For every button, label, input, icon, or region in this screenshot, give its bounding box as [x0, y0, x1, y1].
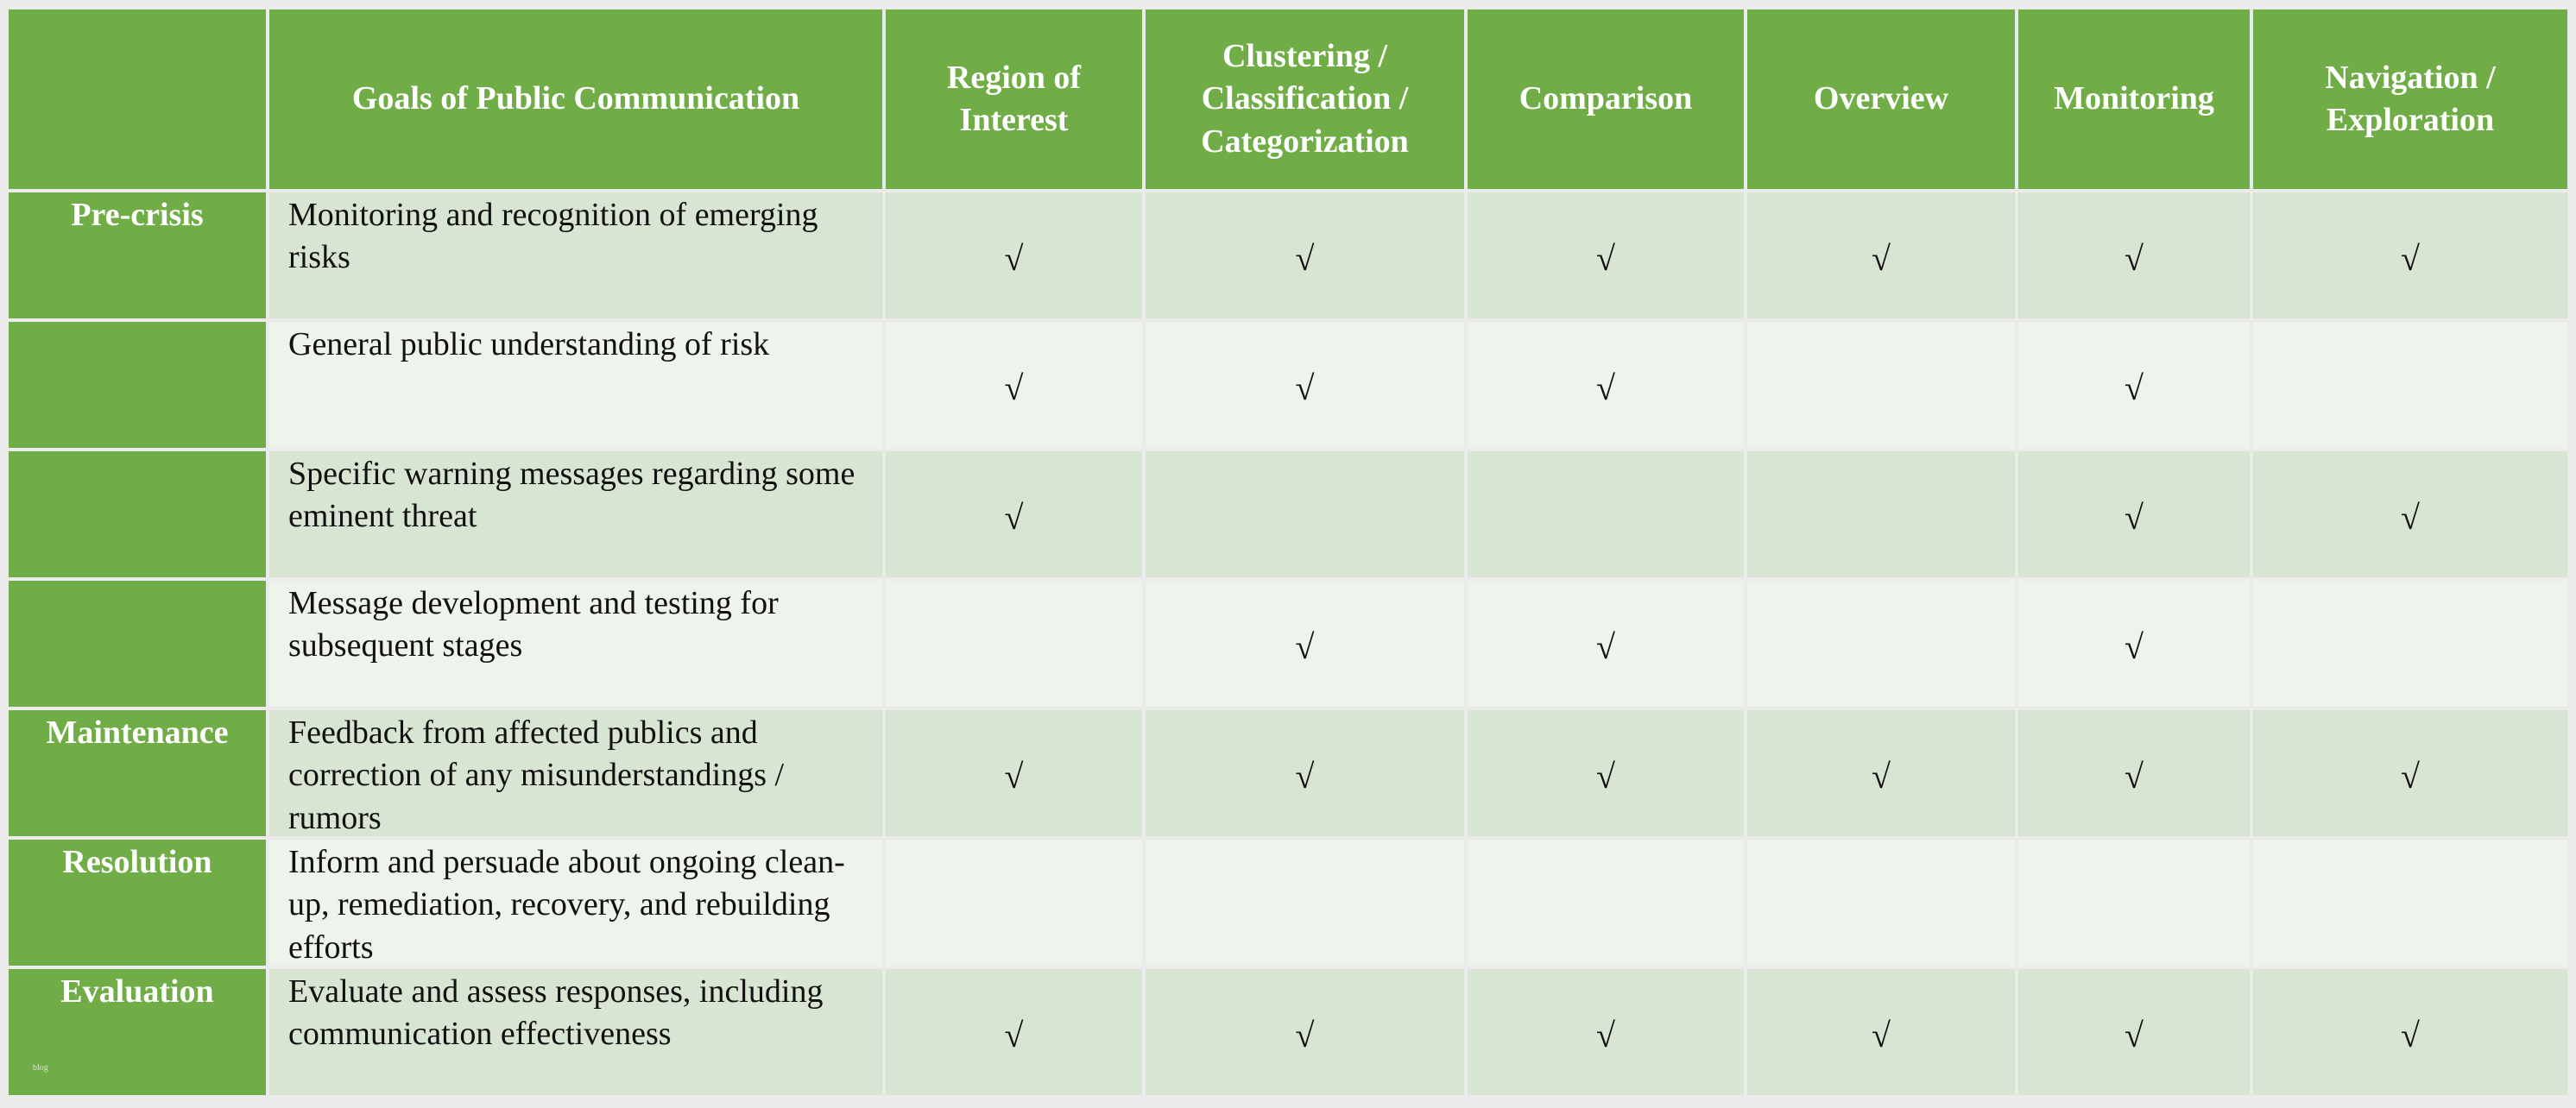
- check-cell: √: [1146, 710, 1464, 836]
- stage-cell: Evaluation: [9, 969, 266, 1095]
- header-cell: Goals of Public Communication: [269, 9, 882, 189]
- check-cell: √: [886, 322, 1142, 448]
- check-cell: √: [2018, 322, 2250, 448]
- check-cell: √: [1146, 322, 1464, 448]
- check-cell: √: [2253, 192, 2567, 318]
- check-cell: [1747, 840, 2015, 966]
- check-cell: √: [886, 710, 1142, 836]
- check-cell: √: [1146, 581, 1464, 707]
- check-cell: √: [1468, 710, 1744, 836]
- stage-cell: Maintenance: [9, 710, 266, 836]
- check-cell: [1747, 451, 2015, 577]
- check-cell: [2253, 581, 2567, 707]
- stage-cell: Pre-crisis: [9, 192, 266, 318]
- header-cell: [9, 9, 266, 189]
- check-cell: √: [886, 969, 1142, 1095]
- stage-cell: Resolution: [9, 840, 266, 966]
- check-cell: [1747, 581, 2015, 707]
- check-cell: √: [1747, 192, 2015, 318]
- goal-cell: Evaluate and assess responses, including…: [269, 969, 882, 1095]
- check-cell: √: [2018, 710, 2250, 836]
- check-cell: [886, 840, 1142, 966]
- check-cell: [1468, 451, 1744, 577]
- stage-cell: [9, 322, 266, 448]
- check-cell: [1146, 840, 1464, 966]
- check-cell: √: [1468, 192, 1744, 318]
- check-cell: √: [2018, 581, 2250, 707]
- header-cell: Comparison: [1468, 9, 1744, 189]
- check-cell: √: [1747, 969, 2015, 1095]
- header-cell: Region of Interest: [886, 9, 1142, 189]
- goal-cell: Message development and testing for subs…: [269, 581, 882, 707]
- header-cell: Overview: [1747, 9, 2015, 189]
- check-cell: √: [2018, 969, 2250, 1095]
- check-cell: √: [2253, 710, 2567, 836]
- table: Goals of Public Communication Region of I…: [9, 9, 2567, 1095]
- check-cell: √: [886, 451, 1142, 577]
- header-cell: Monitoring: [2018, 9, 2250, 189]
- stage-cell: [9, 581, 266, 707]
- check-cell: √: [2018, 451, 2250, 577]
- goal-cell: Specific warning messages regarding some…: [269, 451, 882, 577]
- footnote: blog: [33, 1063, 48, 1073]
- check-cell: [2018, 840, 2250, 966]
- check-cell: [1468, 840, 1744, 966]
- check-cell: √: [2018, 192, 2250, 318]
- check-cell: √: [1146, 192, 1464, 318]
- goal-cell: Feedback from affected publics and corre…: [269, 710, 882, 836]
- check-cell: √: [886, 192, 1142, 318]
- goal-cell: Monitoring and recognition of emerging r…: [269, 192, 882, 318]
- check-cell: √: [1146, 969, 1464, 1095]
- header-cell: Clustering / Classification / Categoriza…: [1146, 9, 1464, 189]
- goal-cell: General public understanding of risk: [269, 322, 882, 448]
- check-cell: [2253, 322, 2567, 448]
- check-cell: √: [2253, 451, 2567, 577]
- check-cell: √: [1468, 581, 1744, 707]
- header-cell: Navigation / Exploration: [2253, 9, 2567, 189]
- stage-cell: [9, 451, 266, 577]
- check-cell: [1146, 451, 1464, 577]
- check-cell: √: [1468, 322, 1744, 448]
- check-cell: √: [1747, 710, 2015, 836]
- check-cell: [2253, 840, 2567, 966]
- check-cell: √: [2253, 969, 2567, 1095]
- goal-cell: Inform and persuade about ongoing clean-…: [269, 840, 882, 966]
- check-cell: [1747, 322, 2015, 448]
- check-cell: √: [1468, 969, 1744, 1095]
- check-cell: [886, 581, 1142, 707]
